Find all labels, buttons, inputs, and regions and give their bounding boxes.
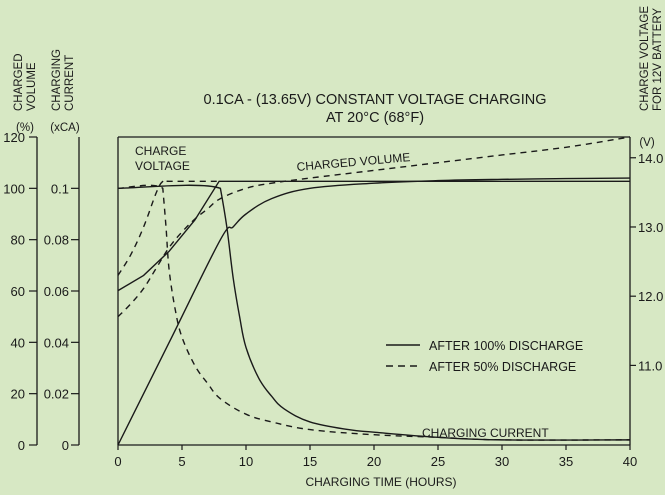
axis-ticks: 0 5 10 15 20 25 30 35 40 0 20 40 60 80 100 120 0 0.02 0.04… bbox=[3, 130, 663, 469]
x-tick-label: 10 bbox=[239, 454, 253, 469]
volume-tick-label: 100 bbox=[3, 181, 25, 196]
charge-voltage-label-line1: CHARGE bbox=[135, 144, 186, 158]
x-tick-label: 0 bbox=[114, 454, 121, 469]
x-tick-label: 25 bbox=[431, 454, 445, 469]
voltage-tick-label: 13.0 bbox=[638, 220, 663, 235]
series-charged-volume-50 bbox=[117, 136, 631, 318]
x-tick-label: 15 bbox=[303, 454, 317, 469]
current-axis-unit: (xCA) bbox=[50, 122, 80, 134]
charge-voltage-label-line2: VOLTAGE bbox=[135, 159, 190, 173]
legend-label-50: AFTER 50% DISCHARGE bbox=[429, 360, 576, 374]
x-axis-title: CHARGING TIME (HOURS) bbox=[305, 475, 456, 489]
volume-axis-title-line1: CHARGED bbox=[13, 53, 25, 111]
x-tick-label: 30 bbox=[495, 454, 509, 469]
series-charge-voltage-100 bbox=[117, 180, 630, 292]
volume-axis-title-line2: VOLUME bbox=[26, 62, 38, 111]
current-axis-title-line2: CURRENT bbox=[64, 55, 76, 111]
x-tick-label: 5 bbox=[178, 454, 185, 469]
legend-label-100: AFTER 100% DISCHARGE bbox=[429, 339, 583, 353]
x-tick-label: 40 bbox=[623, 454, 637, 469]
volume-tick-label: 80 bbox=[11, 233, 25, 248]
current-tick-label: 0 bbox=[62, 438, 69, 453]
legend: AFTER 100% DISCHARGE AFTER 50% DISCHARGE bbox=[386, 339, 583, 374]
current-tick-label: 0.06 bbox=[44, 284, 69, 299]
volume-tick-label: 120 bbox=[3, 130, 25, 145]
chart-title-line2: AT 20°C (68°F) bbox=[326, 110, 424, 126]
charged-volume-label: CHARGED VOLUME bbox=[296, 150, 411, 174]
voltage-axis-title-line1: CHARGE VOLTAGE bbox=[639, 6, 651, 111]
volume-tick-label: 60 bbox=[11, 284, 25, 299]
charging-current-label: CHARGING CURRENT bbox=[422, 426, 549, 440]
volume-tick-label: 40 bbox=[11, 335, 25, 350]
volume-tick-label: 20 bbox=[11, 387, 25, 402]
x-tick-label: 35 bbox=[559, 454, 573, 469]
current-axis-title-line1: CHARGING bbox=[51, 49, 63, 111]
voltage-axis-unit: (V) bbox=[639, 137, 655, 149]
volume-axis-unit: (%) bbox=[16, 122, 34, 134]
current-tick-label: 0.04 bbox=[44, 335, 69, 350]
volume-tick-label: 0 bbox=[18, 438, 25, 453]
voltage-tick-label: 11.0 bbox=[638, 358, 662, 373]
voltage-axis-title-line2: FOR 12V BATTERY bbox=[652, 8, 664, 111]
current-tick-label: 0.08 bbox=[44, 233, 69, 248]
current-tick-label: 0.1 bbox=[51, 181, 69, 196]
voltage-tick-label: 12.0 bbox=[638, 289, 663, 304]
x-tick-label: 20 bbox=[367, 454, 381, 469]
series-charging-current-50 bbox=[117, 184, 631, 441]
series-charging-current-100 bbox=[117, 184, 631, 441]
series-charge-voltage-50 bbox=[117, 179, 221, 276]
series-charged-volume-100 bbox=[117, 177, 631, 446]
series-group bbox=[117, 136, 631, 446]
chart-title-line1: 0.1CA - (13.65V) CONSTANT VOLTAGE CHARGI… bbox=[204, 92, 547, 108]
voltage-tick-label: 14.0 bbox=[638, 151, 663, 166]
current-tick-label: 0.02 bbox=[44, 387, 69, 402]
